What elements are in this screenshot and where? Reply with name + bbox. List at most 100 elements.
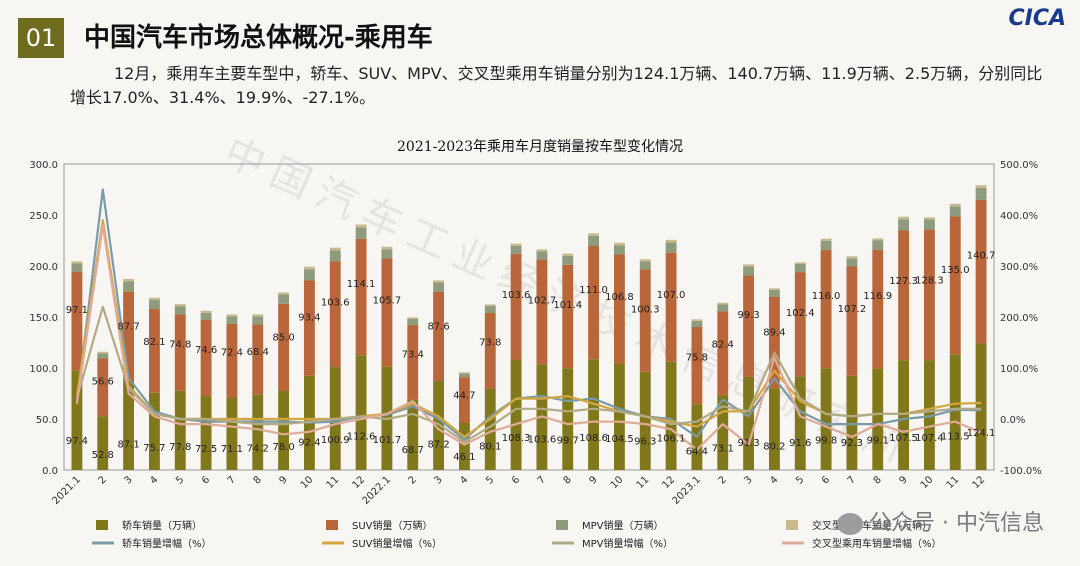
wechat-icon bbox=[837, 513, 864, 535]
bar-segment-3 bbox=[846, 258, 858, 267]
sedan-data-label: 103.6 bbox=[528, 434, 557, 445]
bar-segment-2 bbox=[975, 199, 987, 344]
sedan-data-label: 91.6 bbox=[789, 438, 811, 449]
bar-segment-2 bbox=[665, 252, 677, 362]
bar-segment-4 bbox=[562, 253, 574, 256]
bar-segment-3 bbox=[433, 282, 445, 292]
x-tick-label: 5 bbox=[174, 474, 186, 486]
bar-segment-2 bbox=[484, 313, 496, 389]
legend-label: MPV销量（万辆） bbox=[582, 519, 664, 532]
suv-data-label: 103.6 bbox=[321, 298, 350, 309]
x-tick-label: 2023.1 bbox=[671, 474, 704, 507]
sedan-data-label: 108.6 bbox=[579, 433, 608, 444]
bar-segment-3 bbox=[200, 312, 212, 320]
chart-title: 2021-2023年乘用车月度销量按车型变化情况 bbox=[397, 139, 683, 155]
x-tick-label: 11 bbox=[325, 474, 342, 491]
x-tick-label: 4 bbox=[768, 474, 780, 486]
legend-swatch bbox=[326, 520, 338, 530]
bar-segment-2 bbox=[303, 280, 315, 376]
bar-segment-1 bbox=[717, 395, 729, 470]
sedan-data-label: 80.1 bbox=[479, 441, 501, 452]
bar-segment-1 bbox=[510, 359, 522, 470]
suv-data-label: 82.4 bbox=[712, 339, 734, 350]
bar-segment-4 bbox=[691, 319, 703, 321]
sedan-data-label: 77.8 bbox=[169, 442, 191, 453]
suv-data-label: 102.4 bbox=[786, 308, 815, 319]
summary-text: 12月，乘用车主要车型中，轿车、SUV、MPV、交叉型乘用车销量分别为124.1… bbox=[70, 64, 1043, 107]
bar-segment-1 bbox=[923, 360, 935, 470]
x-tick-label: 2 bbox=[407, 474, 419, 486]
bar-segment-2 bbox=[536, 259, 548, 365]
suv-data-label: 75.8 bbox=[686, 352, 708, 363]
bar-segment-4 bbox=[355, 224, 367, 228]
sedan-data-label: 99.8 bbox=[815, 435, 837, 446]
bar-segment-1 bbox=[562, 368, 574, 470]
y-right-tick-label: 200.0% bbox=[1000, 313, 1038, 324]
bar-segment-2 bbox=[407, 325, 419, 400]
bar-segment-2 bbox=[717, 311, 729, 396]
bar-segment-2 bbox=[510, 253, 522, 360]
section-badge: 01 bbox=[18, 18, 64, 58]
sedan-data-label: 74.2 bbox=[247, 443, 269, 454]
suv-data-label: 111.0 bbox=[579, 285, 608, 296]
sedan-data-label: 87.2 bbox=[427, 439, 449, 450]
suv-data-label: 140.7 bbox=[967, 250, 996, 261]
sedan-data-label: 87.1 bbox=[117, 439, 139, 450]
bar-segment-2 bbox=[872, 249, 884, 369]
x-tick-label: 7 bbox=[846, 474, 858, 486]
bar-segment-3 bbox=[355, 227, 367, 239]
bar-segment-1 bbox=[433, 381, 445, 470]
bar-segment-3 bbox=[665, 242, 677, 253]
sedan-data-label: 99.7 bbox=[557, 435, 579, 446]
sedan-data-label: 46.1 bbox=[453, 452, 475, 463]
y-left-tick-label: 150.0 bbox=[29, 313, 58, 324]
bar-segment-2 bbox=[898, 230, 910, 361]
bar-segment-4 bbox=[613, 242, 625, 246]
y-left-tick-label: 50.0 bbox=[36, 415, 58, 426]
y-left-tick-label: 300.0 bbox=[29, 160, 58, 171]
bar-segment-3 bbox=[329, 250, 341, 262]
bar-segment-4 bbox=[717, 302, 729, 305]
bar-segment-3 bbox=[407, 318, 419, 326]
y-left-tick-label: 0.0 bbox=[42, 466, 58, 477]
suv-data-label: 68.4 bbox=[247, 347, 269, 358]
bar-segment-1 bbox=[613, 363, 625, 470]
bar-segment-2 bbox=[200, 319, 212, 397]
bar-segment-1 bbox=[639, 371, 651, 470]
bar-segment-3 bbox=[303, 269, 315, 281]
bar-segment-3 bbox=[97, 353, 109, 359]
bar-segment-4 bbox=[949, 203, 961, 207]
bar-segment-2 bbox=[71, 271, 83, 371]
legend-swatch bbox=[786, 520, 798, 530]
x-tick-label: 7 bbox=[536, 474, 548, 486]
bar-segment-2 bbox=[923, 229, 935, 361]
bar-segment-4 bbox=[639, 259, 651, 262]
sedan-data-label: 100.9 bbox=[321, 435, 350, 446]
bar-segment-4 bbox=[458, 372, 470, 374]
sedan-data-label: 73.1 bbox=[712, 444, 734, 455]
suv-data-label: 107.0 bbox=[657, 290, 686, 301]
sedan-data-label: 107.5 bbox=[889, 433, 918, 444]
bar-segment-4 bbox=[820, 238, 832, 241]
suv-data-label: 74.8 bbox=[169, 339, 191, 350]
bar-segment-2 bbox=[820, 249, 832, 369]
suv-data-label: 72.4 bbox=[221, 348, 243, 359]
y-right-tick-label: -100.0% bbox=[1000, 466, 1042, 477]
bar-segment-2 bbox=[148, 309, 160, 393]
sedan-data-label: 96.3 bbox=[634, 437, 656, 448]
bar-segment-1 bbox=[97, 416, 109, 470]
bar-segment-1 bbox=[665, 361, 677, 470]
x-tick-label: 12 bbox=[970, 474, 987, 491]
bar-segment-4 bbox=[71, 261, 83, 264]
bar-segment-1 bbox=[407, 399, 419, 470]
bar-segment-4 bbox=[200, 310, 212, 313]
bar-segment-1 bbox=[820, 368, 832, 470]
x-tick-label: 2021.1 bbox=[51, 474, 84, 507]
sedan-data-label: 92.4 bbox=[298, 438, 320, 449]
x-tick-label: 10 bbox=[609, 474, 626, 491]
suv-data-label: 85.0 bbox=[272, 333, 294, 344]
x-tick-label: 4 bbox=[148, 474, 160, 486]
suv-data-label: 97.1 bbox=[66, 305, 88, 316]
y-right-tick-label: 300.0% bbox=[1000, 262, 1038, 273]
